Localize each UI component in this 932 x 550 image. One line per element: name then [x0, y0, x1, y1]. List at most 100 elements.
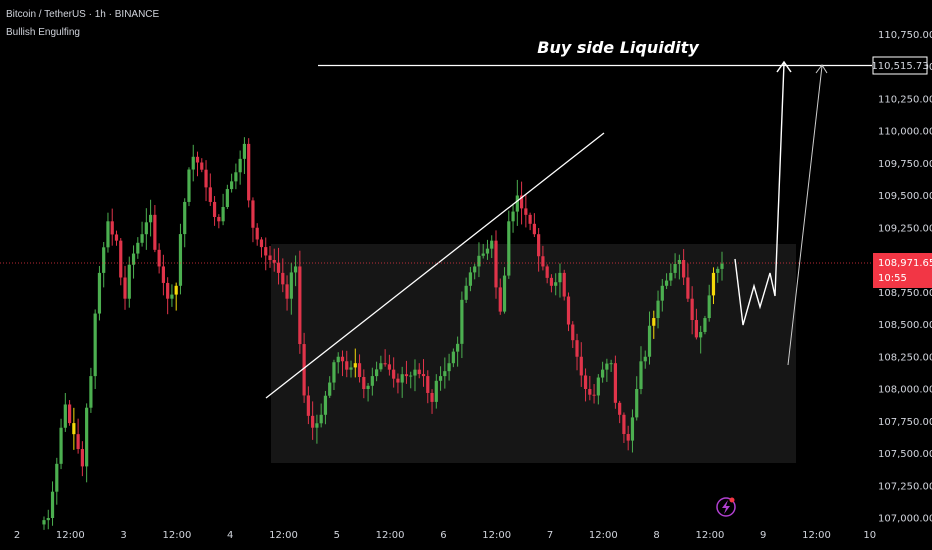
lightning-icon[interactable]: [716, 497, 736, 517]
y-tick-label: 110,750.00: [878, 30, 932, 41]
candle-body: [682, 260, 686, 278]
candle-body: [174, 285, 178, 295]
candle-body: [272, 260, 276, 263]
candle-body: [468, 272, 473, 286]
candle-body: [311, 415, 315, 428]
candles: [42, 137, 724, 530]
x-tick-label: 12:00: [162, 530, 191, 541]
y-tick-label: 108,000.00: [878, 385, 932, 396]
candle-body: [481, 253, 485, 256]
candle-body: [626, 433, 630, 441]
candle-body: [234, 172, 238, 182]
candle-body: [413, 369, 417, 376]
candle-body: [110, 221, 114, 235]
candle-body: [264, 247, 268, 256]
rising-trendline: [265, 132, 605, 399]
candle-body: [613, 363, 617, 403]
buy-side-price-tag: 110,515.73: [871, 56, 929, 75]
y-tick-label: 110,000.00: [878, 127, 932, 138]
candle-body: [558, 272, 562, 283]
candle-body: [664, 280, 669, 286]
candle-body: [200, 162, 204, 170]
candle-body: [276, 262, 281, 273]
candle-body: [524, 208, 528, 215]
x-tick-label: 8: [653, 530, 659, 541]
candle-body: [375, 369, 379, 377]
x-tick-label: 12:00: [589, 530, 618, 541]
y-tick-label: 109,250.00: [878, 223, 932, 234]
candle-body: [123, 277, 127, 299]
x-tick-label: 12:00: [56, 530, 85, 541]
candle-body: [443, 371, 447, 377]
x-tick-label: 12:00: [269, 530, 298, 541]
candle-body: [298, 266, 302, 345]
candle-body: [195, 156, 200, 163]
candle-body: [460, 299, 464, 344]
candle-body: [242, 143, 247, 159]
x-tick-label: 2: [14, 530, 20, 541]
candle-body: [89, 376, 93, 408]
candle-body: [571, 324, 575, 341]
candle-body: [63, 404, 67, 428]
candle-body: [85, 407, 89, 467]
candle-body: [494, 240, 498, 288]
x-tick-label: 9: [760, 530, 766, 541]
candle-body: [225, 189, 229, 208]
candle-body: [319, 414, 323, 424]
y-tick-label: 107,000.00: [878, 514, 932, 525]
candle-body: [528, 214, 532, 224]
y-tick-label: 109,500.00: [878, 191, 932, 202]
candle-body: [699, 331, 703, 338]
candle-body: [601, 369, 605, 378]
candle-body: [656, 300, 660, 319]
candle-body: [106, 221, 110, 248]
y-tick-label: 107,500.00: [878, 449, 932, 460]
x-tick-label: 12:00: [376, 530, 405, 541]
x-tick-label: 12:00: [802, 530, 831, 541]
candle-body: [221, 207, 225, 222]
candle-body: [498, 287, 502, 312]
x-tick-label: 4: [227, 530, 233, 541]
candle-body: [417, 369, 421, 375]
candle-body: [217, 216, 221, 222]
y-tick-label: 108,500.00: [878, 320, 932, 331]
current-price-text: 108,971.65: [878, 258, 932, 269]
candle-body: [635, 389, 639, 418]
candle-body: [532, 223, 536, 235]
candle-body: [149, 214, 153, 223]
candle-body: [396, 378, 400, 383]
candle-body: [144, 222, 148, 235]
candle-body: [328, 382, 332, 396]
time-axis: 2 12:00 3 12:00 4 12:00 5 12:00 6 12:00 7 12:00 8 12:…: [14, 530, 876, 541]
buy-side-price-tag-text: 110,515.73: [871, 61, 928, 72]
candle-body: [473, 266, 477, 273]
candle-body: [456, 343, 460, 352]
candle-body: [519, 195, 524, 209]
x-tick-label: 6: [440, 530, 446, 541]
candle-body: [170, 294, 174, 299]
projection-path: [734, 62, 785, 326]
candle-body: [212, 201, 217, 217]
candle-body: [323, 395, 328, 415]
x-tick-label: 10: [863, 530, 876, 541]
candle-body: [353, 363, 357, 368]
candle-body: [336, 356, 340, 363]
buy-side-liquidity-label: Buy side Liquidity: [537, 38, 699, 57]
candle-body: [464, 285, 468, 300]
candle-body: [643, 356, 647, 362]
candle-body: [76, 434, 80, 450]
candle-body: [281, 272, 285, 285]
secondary-arrowhead: [815, 64, 828, 74]
candle-body: [716, 268, 720, 273]
candle-body: [652, 318, 656, 326]
candle-body: [332, 362, 336, 383]
candle-body: [59, 427, 63, 464]
candle-body: [379, 363, 383, 370]
candle-body: [575, 340, 579, 357]
candle-body: [289, 272, 293, 299]
candle-body: [357, 363, 362, 378]
candle-body: [255, 227, 259, 240]
candle-body: [67, 404, 72, 424]
candle-body: [102, 247, 106, 273]
